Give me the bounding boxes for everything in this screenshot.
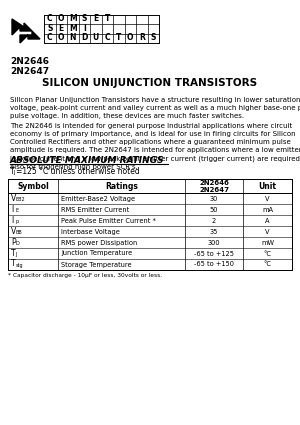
Text: Peak Pulse Emitter Current *: Peak Pulse Emitter Current * — [61, 218, 156, 224]
Text: RMS Emitter Current: RMS Emitter Current — [61, 207, 129, 212]
Text: Emitter-Base2 Voltage: Emitter-Base2 Voltage — [61, 196, 135, 201]
Text: BB: BB — [16, 230, 22, 235]
Text: D: D — [16, 241, 19, 246]
Text: =125 °C unless otherwise noted: =125 °C unless otherwise noted — [16, 167, 140, 176]
Text: °C: °C — [263, 261, 272, 267]
Text: I: I — [11, 215, 13, 224]
Text: Interbase Voltage: Interbase Voltage — [61, 229, 120, 235]
Text: 35: 35 — [210, 229, 218, 235]
Text: p: p — [16, 219, 19, 224]
Text: SILICON UNIJUNCTION TRANSISTORS: SILICON UNIJUNCTION TRANSISTORS — [42, 78, 258, 88]
Text: I: I — [83, 24, 86, 33]
Text: C: C — [47, 33, 52, 42]
Text: J: J — [13, 170, 15, 175]
Text: M: M — [69, 14, 76, 23]
Text: U: U — [93, 33, 99, 42]
Text: I: I — [11, 204, 13, 213]
Polygon shape — [12, 19, 32, 35]
Text: S: S — [82, 14, 87, 23]
Text: T: T — [116, 33, 122, 42]
Text: D: D — [81, 33, 87, 42]
Text: 2N2646: 2N2646 — [10, 57, 49, 66]
Text: Ratings: Ratings — [105, 181, 138, 190]
Text: Silicon Planar Unijunction Transistors have a structure resulting in lower satur: Silicon Planar Unijunction Transistors h… — [10, 97, 300, 119]
Text: E: E — [58, 24, 64, 33]
Text: O: O — [58, 14, 64, 23]
Text: V: V — [265, 196, 270, 201]
Text: O: O — [127, 33, 134, 42]
Text: T: T — [10, 167, 15, 176]
Text: V: V — [11, 227, 16, 235]
Text: mA: mA — [262, 207, 273, 212]
Text: The 2N2646 is intended for general purpose industrial applications where circuit: The 2N2646 is intended for general purpo… — [10, 123, 300, 170]
Text: A: A — [265, 218, 270, 224]
Text: 2: 2 — [212, 218, 216, 224]
Text: S: S — [47, 24, 52, 33]
Text: stg: stg — [16, 263, 23, 268]
Text: 2N2647: 2N2647 — [10, 67, 49, 76]
Text: C: C — [104, 33, 110, 42]
Text: -65 to +150: -65 to +150 — [194, 261, 234, 267]
Text: J: J — [16, 252, 17, 257]
Text: ABSOLUTE MAXIMUM RATINGS: ABSOLUTE MAXIMUM RATINGS — [10, 156, 164, 164]
Text: P: P — [11, 238, 16, 246]
Text: T: T — [11, 260, 16, 269]
Bar — [8, 179, 292, 270]
Text: E: E — [16, 208, 19, 213]
Text: Junction Temperature: Junction Temperature — [61, 250, 132, 257]
Text: 50: 50 — [210, 207, 218, 212]
Text: T: T — [11, 249, 16, 258]
Text: RMS power Dissipation: RMS power Dissipation — [61, 240, 137, 246]
Text: 30: 30 — [210, 196, 218, 201]
Text: Unit: Unit — [259, 181, 277, 190]
Text: 2N2646
2N2647: 2N2646 2N2647 — [199, 179, 229, 193]
Text: Symbol: Symbol — [17, 181, 49, 190]
Text: S: S — [151, 33, 156, 42]
Text: mW: mW — [261, 240, 274, 246]
Text: Storage Temperature: Storage Temperature — [61, 261, 132, 267]
Text: C: C — [47, 14, 52, 23]
Text: N: N — [70, 33, 76, 42]
Text: V: V — [11, 193, 16, 202]
Polygon shape — [20, 31, 40, 43]
Text: M: M — [69, 24, 76, 33]
Text: EB2: EB2 — [16, 197, 25, 202]
Bar — [44, 14, 159, 43]
Text: 300: 300 — [208, 240, 220, 246]
Text: E: E — [93, 14, 98, 23]
Text: * Capacitor discharge - 10μF or less, 30volts or less.: * Capacitor discharge - 10μF or less, 30… — [8, 273, 162, 278]
Text: O: O — [58, 33, 64, 42]
Text: -65 to +125: -65 to +125 — [194, 250, 234, 257]
Text: V: V — [265, 229, 270, 235]
Text: R: R — [139, 33, 145, 42]
Text: T: T — [105, 14, 110, 23]
Text: °C: °C — [263, 250, 272, 257]
